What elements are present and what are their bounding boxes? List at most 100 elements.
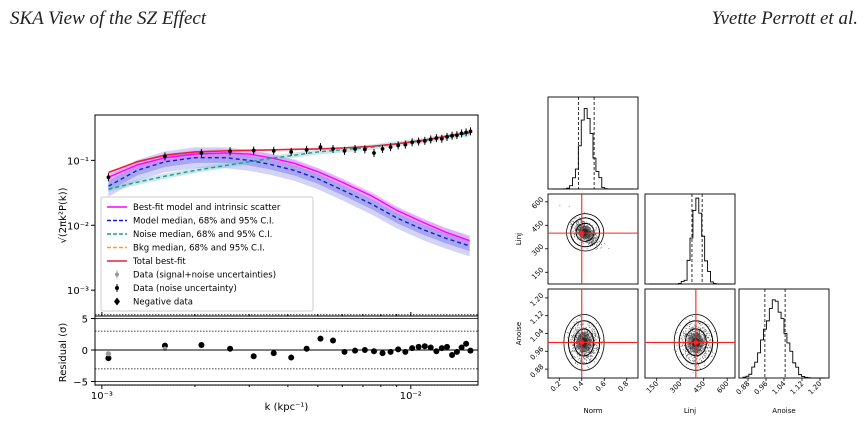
sample-point: [708, 345, 710, 346]
sample-point: [588, 242, 590, 243]
sample-point: [687, 344, 689, 346]
sample-point: [590, 354, 592, 356]
x-tick-label: 10⁻²: [400, 391, 422, 402]
sample-point: [574, 350, 576, 352]
sample-point: [600, 244, 602, 245]
sample-point: [590, 334, 592, 336]
sample-point: [579, 238, 581, 240]
sample-point: [595, 358, 597, 360]
sample-point: [583, 239, 585, 240]
data-point: [106, 175, 111, 180]
sample-point: [704, 353, 706, 355]
sample-point: [688, 337, 690, 338]
sample-point: [575, 339, 577, 341]
corner-norm-hist-frame: [547, 96, 639, 190]
sample-point: [583, 222, 585, 224]
sample-point: [590, 356, 592, 358]
sample-point: [590, 241, 592, 243]
sample-point: [586, 355, 588, 357]
sample-point: [682, 353, 684, 355]
sample-point: [703, 334, 705, 336]
sample-point: [576, 341, 578, 343]
sample-point: [590, 336, 592, 337]
residual-point: [370, 348, 377, 355]
sample-point: [587, 355, 589, 357]
sample-point: [590, 345, 592, 347]
sample-point: [593, 352, 595, 354]
sample-point: [706, 342, 708, 344]
y-axis-label: √(2πk²P(k)): [58, 187, 69, 243]
sample-point: [573, 333, 575, 335]
sample-point: [586, 248, 588, 249]
sample-point: [589, 334, 591, 336]
sample-point: [593, 353, 595, 355]
data-point: [388, 145, 393, 150]
sample-point: [587, 238, 589, 240]
sample-point: [573, 224, 575, 226]
sample-point: [705, 334, 707, 336]
residual-y-tick-label: 0: [82, 346, 88, 357]
sample-point: [582, 323, 584, 325]
sample-point: [591, 243, 592, 245]
corner-linj-ylabel: Linj: [515, 233, 523, 245]
sample-point: [687, 353, 689, 355]
sample-point: [575, 229, 577, 230]
sample-point: [584, 332, 586, 333]
sample-point: [704, 337, 705, 338]
sample-point: [708, 333, 710, 335]
sample-point: [583, 358, 585, 359]
sample-point: [589, 348, 591, 350]
sample-point: [588, 334, 589, 335]
legend-label: Data (signal+noise uncertainties): [133, 271, 276, 281]
sample-point: [685, 342, 687, 344]
sample-point: [579, 223, 580, 225]
sample-point: [691, 364, 693, 366]
sample-point: [692, 360, 694, 362]
sample-point: [707, 344, 709, 346]
sample-point: [598, 240, 600, 242]
sample-point: [709, 325, 710, 327]
sample-point: [590, 347, 591, 348]
sample-point: [575, 345, 577, 347]
residual-point: [250, 353, 257, 360]
sample-point: [687, 348, 689, 350]
sample-point: [577, 233, 579, 235]
data-point: [318, 145, 323, 150]
sample-point: [692, 327, 694, 329]
sample-point: [684, 327, 686, 329]
residual-point: [463, 340, 470, 347]
sample-point: [595, 234, 596, 236]
sample-point: [697, 356, 699, 357]
sample-point: [578, 229, 579, 231]
sample-point: [697, 352, 699, 354]
sample-point: [582, 352, 583, 354]
residual-point: [467, 347, 474, 354]
sample-point: [591, 325, 593, 327]
sample-point: [590, 339, 592, 341]
sample-point: [572, 335, 574, 336]
sample-point: [702, 327, 703, 329]
sample-point: [694, 352, 696, 353]
sample-point: [690, 332, 692, 334]
sample-point: [703, 345, 704, 346]
x-tick-label: 10⁻³: [91, 391, 113, 402]
sample-point: [687, 335, 689, 337]
sample-point: [683, 354, 684, 355]
sample-point: [595, 236, 597, 238]
sample-point: [578, 237, 580, 238]
sample-point: [704, 331, 706, 333]
sample-point: [704, 329, 705, 331]
sample-point: [589, 368, 590, 370]
sample-point: [690, 352, 692, 354]
sample-point: [587, 330, 589, 331]
sample-point: [592, 341, 593, 342]
sample-point: [581, 353, 583, 354]
sample-point: [687, 338, 689, 339]
sample-point: [694, 360, 696, 361]
sample-point: [572, 337, 573, 339]
sample-point: [584, 221, 585, 223]
sample-point: [697, 331, 698, 333]
sample-point: [579, 316, 581, 317]
sample-point: [572, 344, 574, 346]
sample-point: [585, 242, 587, 244]
